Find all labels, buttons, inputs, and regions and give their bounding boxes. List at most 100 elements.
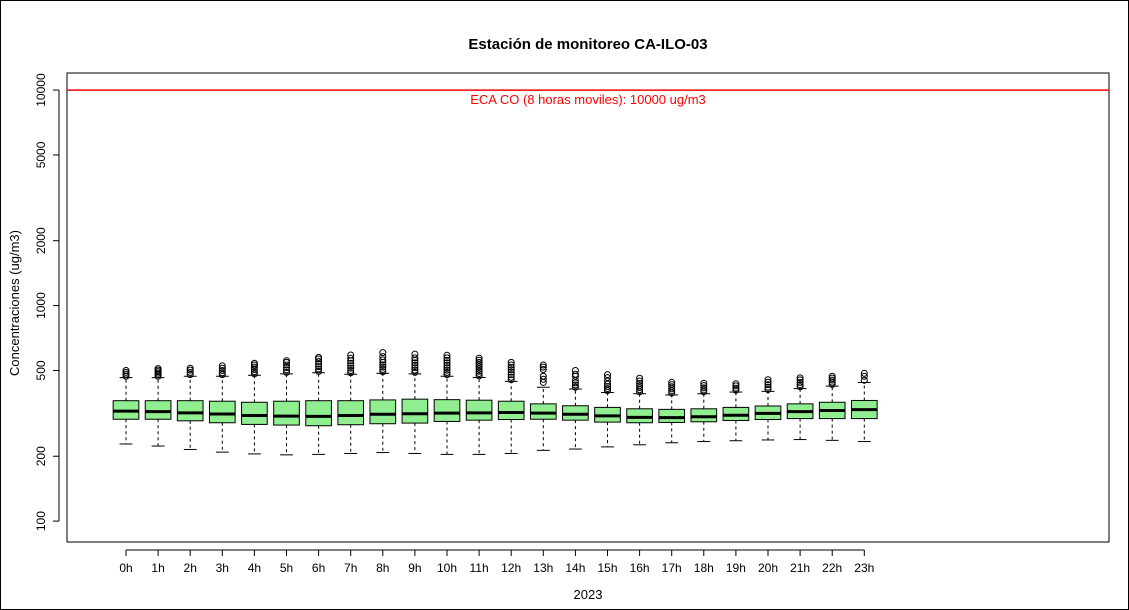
outlier-point (764, 376, 772, 384)
box-iqr (465, 399, 493, 421)
outlier-point (218, 364, 226, 372)
outlier-point (796, 381, 804, 389)
outlier-point (347, 366, 355, 374)
reference-line-group: ECA CO (8 horas moviles): 10000 ug/m3 (67, 89, 1109, 107)
outlier-point (315, 358, 323, 366)
outlier-point (604, 387, 611, 395)
outlier-point (379, 356, 387, 364)
outlier-point (443, 364, 451, 372)
x-tick-label: 6h (312, 561, 325, 575)
outlier-point (347, 362, 355, 370)
x-tick-label: 22h (822, 561, 842, 575)
outlier-point (860, 372, 868, 380)
outlier-point (571, 379, 579, 387)
x-tick-label: 12h (501, 561, 521, 575)
x-tick-label: 3h (216, 561, 229, 575)
outlier-point (379, 366, 387, 374)
outlier-point (539, 366, 547, 374)
x-tick-label: 13h (533, 561, 553, 575)
y-tick-label: 10000 (34, 73, 48, 107)
box-7h (337, 351, 365, 454)
outlier-point (700, 379, 708, 387)
outlier-point (411, 366, 419, 374)
x-tick-label: 4h (248, 561, 261, 575)
outlier-point (571, 366, 579, 374)
outlier-point (315, 367, 323, 375)
outlier-point (604, 374, 611, 382)
x-tick-label: 9h (408, 561, 421, 575)
box-0h (112, 366, 140, 445)
outlier-point (443, 371, 451, 379)
box-iqr (176, 400, 204, 422)
box-iqr (241, 401, 268, 425)
boxes-group (112, 349, 878, 456)
box-4h (241, 359, 268, 455)
outlier-point (475, 363, 483, 371)
outlier-point (315, 363, 323, 371)
box-iqr (369, 399, 397, 425)
outlier-point (315, 353, 323, 361)
outlier-point (379, 363, 387, 371)
outlier-point (283, 357, 290, 365)
box-iqr (144, 400, 172, 420)
outlier-point (122, 366, 130, 374)
x-tick-label: 23h (854, 561, 874, 575)
box-iqr (626, 408, 653, 424)
outlier-point (507, 373, 515, 381)
outlier-point (732, 380, 740, 388)
box-iqr (273, 400, 300, 426)
outlier-point (668, 378, 676, 386)
outlier-point (539, 372, 547, 380)
box-22h (818, 372, 846, 441)
x-tick-label: 21h (790, 561, 810, 575)
outlier-point (507, 368, 515, 376)
outlier-point (379, 349, 387, 357)
outlier-point (475, 354, 483, 362)
outlier-point (539, 375, 547, 383)
x-tick-label: 18h (694, 561, 714, 575)
x-tick-label: 5h (280, 561, 293, 575)
outlier-point (347, 354, 355, 362)
box-13h (529, 361, 557, 451)
outlier-point (636, 382, 644, 390)
outlier-point (411, 364, 419, 372)
outlier-point (860, 376, 868, 384)
x-tick-label: 16h (630, 561, 650, 575)
x-tick-label: 15h (597, 561, 617, 575)
outlier-point (604, 385, 611, 393)
y-tick-label: 200 (34, 446, 48, 466)
box-iqr (208, 400, 236, 424)
box-15h (594, 371, 621, 448)
outlier-point (186, 366, 194, 374)
outlier-point (411, 361, 419, 369)
outlier-point (571, 381, 579, 389)
box-iqr (401, 398, 429, 424)
outlier-point (796, 374, 804, 382)
box-iqr (658, 408, 686, 423)
outlier-point (828, 372, 836, 380)
outlier-point (186, 368, 194, 376)
outlier-point (411, 354, 419, 362)
outlier-point (443, 354, 451, 362)
box-10h (433, 351, 461, 455)
box-6h (305, 353, 332, 455)
box-23h (850, 369, 878, 443)
y-tick-label: 2000 (34, 227, 48, 254)
outlier-point (539, 361, 547, 369)
outlier-point (507, 358, 515, 366)
box-19h (722, 380, 750, 442)
box-1h (144, 365, 172, 447)
outlier-point (122, 368, 130, 376)
box-18h (690, 379, 718, 443)
outlier-point (250, 359, 258, 367)
box-9h (401, 350, 429, 454)
x-axis: 0h 1h 2h 3h 4h 5h 6h 7h 8h 9h 10h 11h 12h 13h 14h 15h 16… (119, 549, 874, 575)
outlier-point (668, 381, 676, 389)
box-12h (497, 358, 525, 454)
box-14h (562, 366, 589, 450)
outlier-point (475, 356, 483, 364)
box-iqr (529, 403, 557, 420)
outlier-point (411, 368, 419, 376)
